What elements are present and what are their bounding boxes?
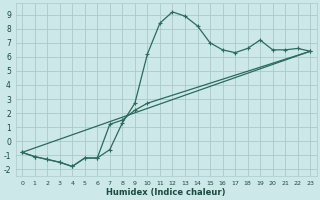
X-axis label: Humidex (Indice chaleur): Humidex (Indice chaleur): [107, 188, 226, 197]
